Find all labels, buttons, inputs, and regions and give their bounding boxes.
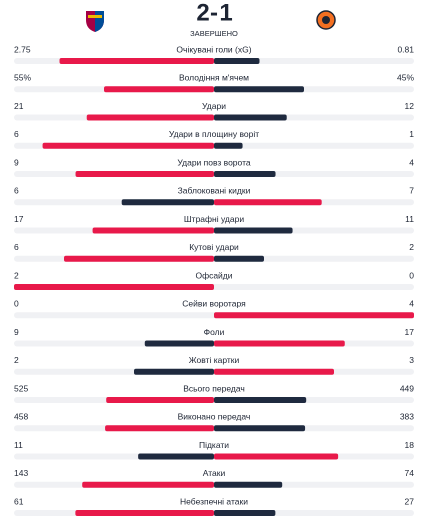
away-bar: [214, 58, 260, 64]
away-bar: [214, 86, 304, 93]
away-value: 27: [405, 496, 415, 506]
home-bar: [138, 453, 214, 460]
home-value: 17: [14, 214, 24, 224]
away-value: 0.81: [397, 44, 414, 54]
home-value: 6: [14, 186, 19, 196]
home-value: 11: [14, 440, 23, 450]
home-bar: [64, 255, 214, 262]
away-bar: [214, 453, 339, 460]
home-bar: [92, 227, 214, 234]
match-status: ЗАВЕРШЕНО: [190, 29, 238, 38]
home-value: 143: [14, 468, 28, 478]
away-bar: [214, 510, 276, 516]
home-value: 9: [14, 327, 19, 337]
away-value: 2: [409, 242, 414, 252]
home-value: 61: [14, 496, 24, 506]
away-bar: [214, 425, 306, 432]
stat-label: Жовті картки: [189, 355, 240, 365]
home-bar: [14, 284, 214, 290]
home-value: 9: [14, 157, 19, 167]
away-bar: [214, 481, 283, 488]
home-bar: [75, 171, 215, 177]
stat-label: Заблоковані кидки: [178, 186, 251, 196]
stat-label: Сейви воротаря: [182, 299, 246, 309]
home-value: 0: [14, 299, 19, 309]
home-bar: [82, 481, 215, 488]
away-value: 7: [409, 186, 414, 196]
away-bar: [214, 142, 243, 149]
away-value: 4: [409, 299, 414, 309]
home-bar: [144, 340, 214, 347]
home-value: 2: [14, 355, 19, 365]
away-bar: [214, 114, 287, 121]
score-separator: -: [210, 0, 218, 26]
home-value: 2.75: [14, 44, 31, 54]
stat-label: Удари: [202, 101, 226, 111]
home-value: 458: [14, 412, 28, 422]
stat-label: Удари в площину воріт: [169, 129, 259, 139]
away-value: 17: [405, 327, 415, 337]
home-bar: [75, 510, 214, 516]
home-value: 525: [14, 383, 28, 393]
stat-label: Володіння м'ячем: [179, 73, 249, 83]
away-score: 1: [219, 0, 232, 26]
away-value: 449: [400, 383, 414, 393]
away-value: 1: [409, 129, 414, 139]
away-bar: [214, 312, 414, 319]
home-bar: [106, 397, 214, 403]
stat-label: Очікувані голи (xG): [176, 44, 251, 54]
home-value: 55%: [14, 73, 31, 83]
stat-label: Виконано передач: [178, 412, 251, 422]
home-bar: [105, 425, 214, 432]
home-bar: [104, 86, 214, 93]
away-value: 11: [405, 214, 414, 224]
home-bar: [42, 142, 215, 149]
stat-label: Удари повз ворота: [177, 157, 250, 167]
home-bar: [134, 368, 214, 375]
home-bar: [59, 58, 215, 64]
stat-label: Кутові удари: [189, 242, 239, 252]
away-bar: [214, 171, 276, 177]
home-bar: [121, 199, 214, 206]
away-bar: [214, 340, 345, 347]
away-value: 3: [409, 355, 414, 365]
away-value: 0: [409, 270, 414, 280]
stat-label: Офсайди: [195, 270, 232, 280]
home-value: 6: [14, 242, 19, 252]
stat-label: Штрафні удари: [184, 214, 244, 224]
away-logo: [316, 10, 336, 30]
away-bar: [214, 199, 322, 206]
home-score: 2: [196, 0, 209, 26]
stat-label: Атаки: [203, 468, 226, 478]
away-value: 45%: [397, 73, 414, 83]
home-bar: [86, 114, 214, 121]
away-bar: [214, 397, 307, 403]
stat-label: Всього передач: [183, 383, 245, 393]
away-value: 74: [405, 468, 415, 478]
away-value: 4: [409, 157, 414, 167]
away-bar: [214, 227, 293, 234]
away-value: 383: [400, 412, 414, 422]
stat-label: Підкати: [199, 440, 229, 450]
away-value: 12: [405, 101, 415, 111]
stat-label: Фоли: [204, 327, 225, 337]
away-bar: [214, 255, 264, 262]
home-value: 2: [14, 270, 19, 280]
home-value: 21: [14, 101, 24, 111]
stat-label: Небезпечні атаки: [180, 496, 248, 506]
away-bar: [214, 368, 334, 375]
home-logo: [86, 11, 104, 32]
home-value: 6: [14, 129, 19, 139]
away-value: 18: [405, 440, 415, 450]
